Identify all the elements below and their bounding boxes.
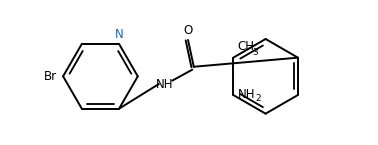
Text: NH: NH — [156, 78, 174, 91]
Text: N: N — [115, 28, 124, 41]
Text: NH: NH — [238, 88, 256, 102]
Text: Br: Br — [44, 70, 57, 83]
Text: O: O — [183, 24, 193, 37]
Text: 3: 3 — [253, 48, 258, 57]
Text: 2: 2 — [256, 94, 261, 103]
Text: CH: CH — [237, 40, 254, 53]
